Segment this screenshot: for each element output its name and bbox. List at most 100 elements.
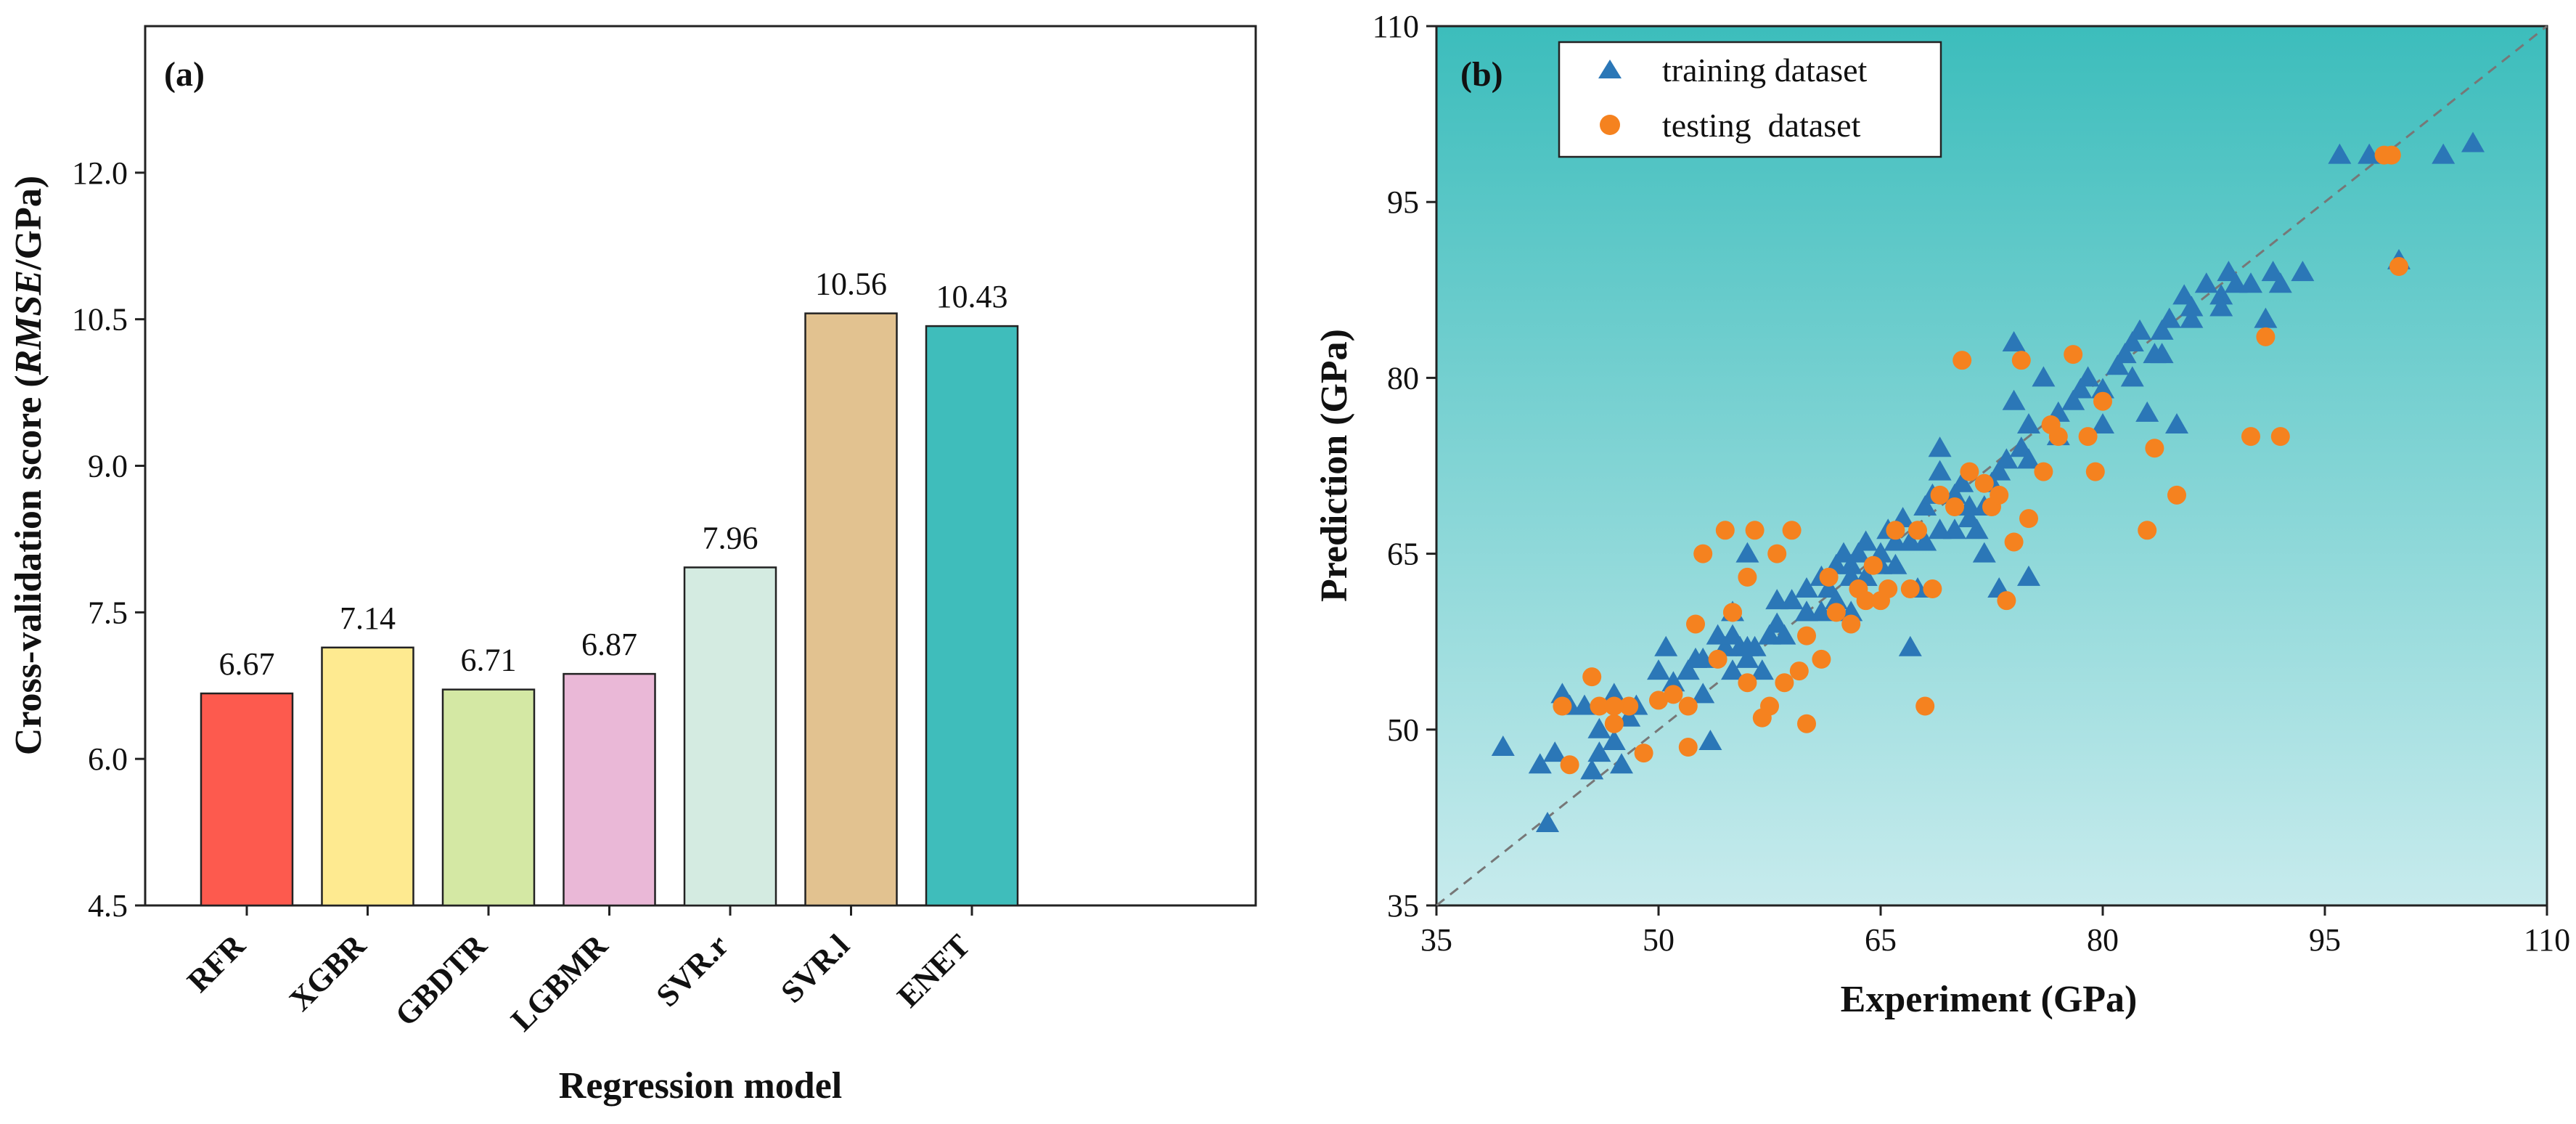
testing-point bbox=[2138, 521, 2157, 540]
testing-point bbox=[2034, 462, 2053, 481]
testing-point bbox=[1908, 521, 1927, 540]
bar-chart-panel: 4.5 6.0 7.5 9.0 10.5 12.0 6.67 7.14 6.71 6.87 7.9… bbox=[8, 25, 1257, 1107]
bar-gbdtr bbox=[441, 688, 536, 907]
testing-point bbox=[2145, 439, 2164, 458]
x-category-label: XGBR bbox=[282, 927, 373, 1018]
testing-point bbox=[1812, 649, 1831, 669]
testing-point bbox=[1723, 603, 1742, 622]
testing-point bbox=[1590, 696, 1609, 716]
y-tick-label: 6.0 bbox=[88, 741, 128, 777]
training-point bbox=[2128, 319, 2151, 340]
y-tick-label: 10.5 bbox=[72, 302, 128, 338]
y-tick-label: 12.0 bbox=[72, 155, 128, 191]
testing-point bbox=[2270, 427, 2290, 447]
training-point bbox=[1735, 647, 1759, 668]
bar-value-label: 6.71 bbox=[461, 643, 517, 678]
training-point bbox=[1913, 495, 1937, 516]
testing-point bbox=[2256, 327, 2276, 346]
testing-point bbox=[2048, 427, 2068, 447]
training-point bbox=[1676, 659, 1700, 680]
testing-point bbox=[1619, 696, 1639, 716]
testing-point bbox=[2004, 532, 2024, 552]
y-tick-label: 4.5 bbox=[88, 888, 128, 924]
training-point bbox=[2432, 143, 2456, 164]
training-point bbox=[1847, 542, 1870, 563]
testing-point bbox=[1960, 462, 1979, 481]
training-point bbox=[1928, 436, 1952, 457]
training-point bbox=[2180, 307, 2204, 328]
testing-point bbox=[1915, 696, 1935, 716]
testing-point bbox=[2241, 427, 2260, 447]
training-point bbox=[2017, 565, 2040, 586]
legend-triangle-marker bbox=[1598, 60, 1622, 78]
training-point bbox=[1898, 530, 1922, 551]
y-tick-label: 110 bbox=[1373, 9, 1419, 44]
testing-point bbox=[1553, 696, 1572, 716]
testing-point bbox=[1863, 555, 1883, 575]
training-point bbox=[2291, 261, 2315, 282]
bar-chart-x-axis-label: Regression model bbox=[559, 1065, 842, 1107]
y-tick-label: 50 bbox=[1387, 712, 1419, 748]
training-point bbox=[1965, 518, 1989, 539]
training-point bbox=[1528, 753, 1552, 774]
training-point bbox=[1610, 753, 1633, 774]
x-category-label: GBDTR bbox=[388, 927, 494, 1033]
testing-point bbox=[1856, 591, 1876, 611]
scatter-x-axis-label: Experiment (GPa) bbox=[1841, 979, 2138, 1020]
training-point bbox=[2150, 343, 2174, 364]
x-tick-label: 80 bbox=[2087, 922, 2119, 958]
testing-point bbox=[1797, 626, 1816, 646]
training-point bbox=[2017, 412, 2040, 433]
legend-circle-marker bbox=[1600, 115, 1620, 135]
testing-point bbox=[1649, 691, 1668, 710]
training-point bbox=[1943, 518, 1966, 539]
testing-point bbox=[1715, 521, 1735, 540]
training-point bbox=[1824, 589, 1848, 610]
testing-point bbox=[1900, 579, 1920, 599]
testing-point bbox=[1990, 485, 2009, 505]
training-point bbox=[2328, 143, 2352, 164]
y-tick-label: 80 bbox=[1387, 360, 1419, 396]
training-point bbox=[2157, 307, 2181, 328]
scatter-axis-ticks: 35 50 65 80 95 110 35 50 65 80 95 110 bbox=[1373, 9, 2571, 958]
training-point bbox=[2002, 389, 2026, 410]
bar-lgbmr bbox=[563, 672, 656, 907]
training-point bbox=[1810, 600, 1833, 622]
scatter-chart-panel: 35 50 65 80 95 110 35 50 65 80 95 110 (b) training … bbox=[1314, 9, 2570, 1020]
testing-point bbox=[1745, 521, 1765, 540]
training-point bbox=[1573, 694, 1596, 715]
testing-point bbox=[2064, 345, 2083, 365]
training-point bbox=[1536, 811, 1559, 832]
testing-point bbox=[1841, 614, 1861, 634]
x-category-label: LGBMR bbox=[504, 927, 615, 1038]
testing-point bbox=[1923, 579, 1942, 599]
bar-svr-l bbox=[804, 312, 898, 907]
testing-point bbox=[1974, 473, 1994, 493]
training-point bbox=[2268, 272, 2292, 293]
bar-chart-y-axis-label: Cross-validation score (RMSE/GPa) bbox=[8, 176, 49, 755]
training-point bbox=[2120, 366, 2144, 387]
training-point bbox=[1691, 647, 1715, 668]
training-point bbox=[1758, 624, 1781, 645]
testing-point bbox=[2085, 462, 2105, 481]
bar-rfr bbox=[200, 692, 294, 907]
testing-point bbox=[2019, 509, 2038, 529]
bar-chart-bars bbox=[200, 312, 1019, 907]
training-point bbox=[1647, 659, 1670, 680]
testing-point bbox=[2167, 485, 2186, 505]
testing-point bbox=[1775, 673, 1794, 693]
training-point bbox=[2017, 448, 2040, 469]
training-point bbox=[2150, 319, 2174, 340]
testing-point bbox=[1819, 567, 1839, 587]
training-point bbox=[1735, 635, 1759, 656]
training-point bbox=[1735, 542, 1759, 563]
testing-point bbox=[1582, 667, 1602, 687]
training-point bbox=[1602, 729, 1626, 750]
training-point bbox=[1654, 635, 1678, 656]
training-point bbox=[1884, 530, 1908, 551]
training-point bbox=[1972, 542, 1996, 563]
testing-point bbox=[1738, 673, 1757, 693]
testing-point bbox=[2093, 391, 2112, 411]
training-point bbox=[1839, 553, 1863, 574]
